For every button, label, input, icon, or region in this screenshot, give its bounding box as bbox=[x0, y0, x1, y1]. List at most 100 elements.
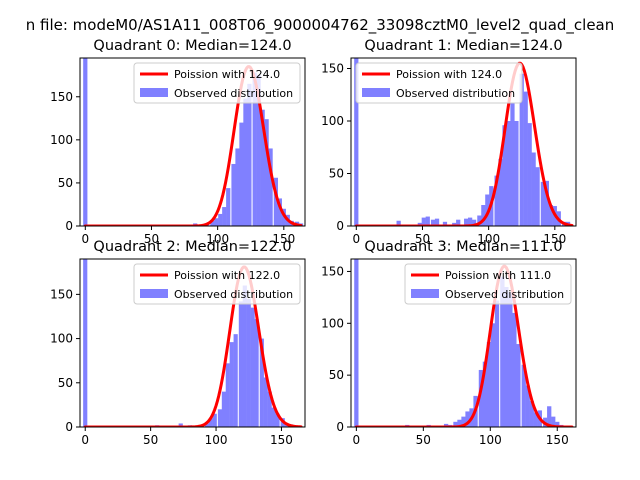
histogram-bar bbox=[452, 222, 457, 226]
legend-observed-swatch bbox=[362, 88, 390, 97]
histogram-bar bbox=[551, 416, 556, 427]
histogram-bar bbox=[500, 276, 505, 427]
histogram-bar bbox=[442, 221, 448, 226]
legend-observed-swatch bbox=[140, 88, 168, 97]
quadrant-3-plot-area bbox=[354, 259, 574, 427]
histogram-bar bbox=[481, 205, 486, 226]
legend-poisson-label: Poission with 111.0 bbox=[445, 269, 551, 282]
histogram-bar bbox=[83, 259, 88, 427]
legend-observed-swatch bbox=[140, 289, 168, 298]
histogram-bar bbox=[178, 423, 183, 427]
x-tick-label: 50 bbox=[143, 433, 158, 447]
histogram-bar bbox=[468, 217, 473, 226]
histogram-bar bbox=[465, 411, 470, 427]
legend-observed-label: Observed distribution bbox=[174, 87, 293, 100]
x-tick-label: 50 bbox=[415, 232, 430, 246]
histogram-bar bbox=[264, 119, 269, 226]
histogram-bar bbox=[354, 259, 359, 427]
histogram-bar bbox=[502, 125, 507, 226]
histogram-bar bbox=[533, 412, 538, 427]
histogram-bar bbox=[225, 363, 230, 427]
histogram-bar bbox=[246, 298, 251, 427]
histogram-bar bbox=[214, 218, 219, 226]
histogram-bar bbox=[510, 103, 515, 226]
histogram-bar bbox=[273, 177, 278, 226]
y-tick-label: 50 bbox=[58, 176, 73, 190]
histogram-bar bbox=[222, 207, 227, 226]
x-tick-label: 100 bbox=[477, 232, 500, 246]
histogram-bar bbox=[544, 180, 549, 226]
quadrant-1-title: Quadrant 1: Median=124.0 bbox=[364, 38, 562, 54]
histogram-bar bbox=[277, 198, 282, 226]
legend-box bbox=[133, 62, 301, 104]
histogram-bar bbox=[243, 98, 248, 226]
quadrant-3-panel: 0 50 100 150 0 50 100 150 Quadrant 3: Median=111… bbox=[321, 239, 577, 447]
legend-observed-label: Observed distribution bbox=[174, 288, 293, 301]
y-tick-label: 150 bbox=[321, 264, 344, 278]
histogram-bar bbox=[555, 421, 560, 427]
histogram-bar bbox=[425, 216, 430, 226]
x-tick-label: 0 bbox=[81, 433, 89, 447]
histogram-bar bbox=[482, 361, 488, 427]
quadrant-2-panel: 0 50 100 150 0 50 100 150 Quadrant 2: Median=122… bbox=[50, 239, 306, 447]
legend-observed-swatch bbox=[411, 289, 439, 298]
y-tick-label: 100 bbox=[50, 133, 73, 147]
histogram-bar bbox=[453, 421, 458, 427]
histogram-bar bbox=[516, 344, 521, 427]
histogram-bar bbox=[235, 148, 240, 226]
histogram-bar bbox=[259, 338, 264, 427]
legend-observed-label: Observed distribution bbox=[445, 288, 564, 301]
histogram-bar bbox=[250, 307, 255, 427]
histogram-bar bbox=[498, 158, 503, 226]
legend-poisson-label: Poission with 124.0 bbox=[396, 68, 502, 81]
histogram-bar bbox=[461, 416, 466, 427]
histogram-bar bbox=[226, 188, 231, 226]
y-tick-label: 50 bbox=[329, 167, 344, 181]
histogram-bar bbox=[531, 152, 536, 226]
y-tick-label: 150 bbox=[50, 90, 73, 104]
histogram-bar bbox=[421, 217, 426, 226]
histogram-bar bbox=[396, 220, 401, 226]
quadrant-1-panel: 0 50 100 150 0 50 100 150 Quadrant 1: Median=124… bbox=[321, 38, 577, 246]
histogram-bar bbox=[242, 285, 247, 427]
histogram-bar bbox=[268, 148, 273, 226]
histogram-bar bbox=[478, 369, 484, 427]
y-tick-label: 50 bbox=[58, 376, 73, 390]
histogram-bar bbox=[456, 219, 461, 226]
histogram-bar bbox=[494, 300, 500, 427]
quadrant-0-legend: Poission with 124.0 Observed distribution bbox=[133, 62, 301, 104]
histogram-bar bbox=[523, 91, 528, 226]
histogram-bar bbox=[512, 312, 517, 427]
x-tick-label: 0 bbox=[81, 232, 89, 246]
quadrant-1-plot-area bbox=[354, 58, 574, 226]
histogram-bar bbox=[256, 75, 261, 226]
legend-box bbox=[355, 62, 523, 104]
quadrant-0-title: Quadrant 0: Median=124.0 bbox=[93, 38, 291, 54]
y-tick-label: 0 bbox=[65, 219, 73, 233]
histogram-bar bbox=[208, 418, 213, 427]
histogram-bar bbox=[471, 219, 477, 226]
quadrant-3-legend: Poission with 111.0 Observed distribution bbox=[404, 263, 572, 305]
histogram-bar bbox=[221, 391, 226, 427]
histogram-bar bbox=[212, 413, 217, 427]
histogram-bar bbox=[477, 215, 482, 226]
histogram-bar bbox=[417, 222, 422, 226]
x-tick-label: 50 bbox=[416, 433, 431, 447]
poisson-curve bbox=[354, 264, 574, 427]
x-tick-label: 0 bbox=[352, 232, 360, 246]
histogram-bar bbox=[443, 423, 449, 427]
legend-poisson-label: Poission with 124.0 bbox=[174, 68, 280, 81]
y-tick-label: 0 bbox=[65, 420, 73, 434]
x-tick-label: 150 bbox=[272, 232, 295, 246]
histogram-bar bbox=[218, 213, 223, 226]
histogram-bar bbox=[527, 123, 532, 226]
histogram-bar bbox=[535, 167, 540, 226]
axes-frame bbox=[350, 258, 577, 428]
histogram-bar bbox=[504, 287, 509, 427]
histogram-bar bbox=[217, 409, 223, 427]
y-tick-label: 150 bbox=[50, 287, 73, 301]
y-tick-label: 100 bbox=[50, 332, 73, 346]
legend-poisson-label: Poission with 122.0 bbox=[174, 269, 280, 282]
x-tick-label: 100 bbox=[205, 433, 228, 447]
